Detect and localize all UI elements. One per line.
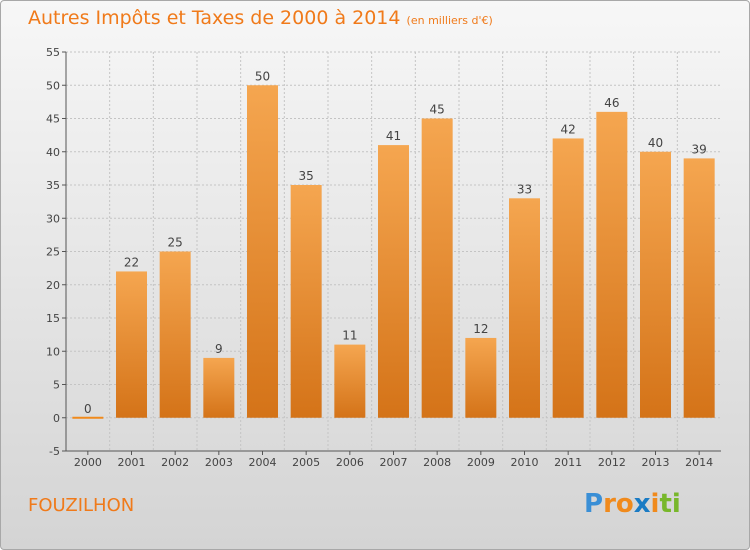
logo-letter: x	[633, 489, 651, 519]
data-labels: 0 22 25 9 50 35 11 41 45 12 33 42 46 40 39	[84, 69, 707, 416]
x-tick-label: 2001	[118, 456, 146, 469]
y-tick-label: 35	[46, 179, 60, 192]
logo-letter: o	[615, 489, 634, 519]
data-label: 45	[430, 103, 445, 117]
logo-letter: i	[671, 489, 681, 519]
bar	[159, 251, 191, 418]
x-tick-label: 2006	[336, 456, 364, 469]
chart-title-text: Autres Impôts et Taxes de 2000 à 2014	[28, 7, 401, 29]
data-label: 22	[124, 255, 139, 269]
logo-letter: r	[603, 489, 616, 519]
chart-subtitle: (en milliers d'€)	[406, 14, 493, 27]
proxiti-logo[interactable]: Proxiti	[584, 489, 681, 519]
y-tick-label: -5	[49, 445, 60, 458]
data-label: 25	[168, 236, 183, 250]
x-tick-label: 2003	[205, 456, 233, 469]
y-tick-label: 20	[46, 279, 60, 292]
y-tick-label: 30	[46, 212, 60, 225]
logo-letter: P	[584, 489, 604, 519]
x-tick-label: 2002	[161, 456, 189, 469]
data-label: 35	[299, 169, 314, 183]
chart-title: Autres Impôts et Taxes de 2000 à 2014 (e…	[28, 7, 493, 29]
y-tick-label: 50	[46, 79, 60, 92]
data-label: 9	[215, 342, 223, 356]
bars	[72, 85, 715, 419]
x-tick-label: 2012	[598, 456, 626, 469]
x-tick-label: 2014	[685, 456, 713, 469]
data-label: 39	[692, 142, 707, 156]
bar	[378, 145, 409, 418]
bar	[334, 344, 366, 418]
data-label: 12	[473, 322, 488, 336]
bar	[552, 138, 584, 418]
bar	[640, 151, 671, 418]
x-tick-label: 2000	[74, 456, 102, 469]
bar	[683, 158, 715, 418]
logo-letter: i	[650, 489, 660, 519]
x-tick-label: 2011	[554, 456, 582, 469]
x-tick-label: 2007	[380, 456, 408, 469]
x-tick-label: 2009	[467, 456, 495, 469]
y-tick-label: 45	[46, 113, 60, 126]
bar	[509, 198, 540, 418]
data-label: 0	[84, 402, 92, 416]
bar	[465, 337, 497, 418]
x-tick-label: 2008	[423, 456, 451, 469]
bar	[116, 271, 147, 418]
bar	[72, 416, 104, 419]
x-tick-label: 2010	[511, 456, 539, 469]
axes: -5 0 5 10 15 20 25 30 35 40 45 50 55 2000 2001 2002 2003…	[46, 46, 721, 469]
data-label: 40	[648, 136, 663, 150]
bar	[290, 185, 322, 418]
commune-name: FOUZILHON	[28, 495, 135, 516]
bar	[421, 118, 453, 418]
data-label: 41	[386, 129, 401, 143]
logo-letter: t	[659, 489, 672, 519]
x-tick-label: 2004	[249, 456, 277, 469]
x-tick-label: 2013	[642, 456, 670, 469]
y-tick-label: 55	[46, 46, 60, 59]
data-label: 50	[255, 69, 270, 83]
bar	[596, 111, 628, 418]
data-label: 33	[517, 182, 532, 196]
data-label: 46	[604, 96, 619, 110]
y-tick-label: 0	[53, 412, 60, 425]
y-tick-label: 5	[53, 379, 60, 392]
y-tick-label: 15	[46, 312, 60, 325]
x-tick-label: 2005	[292, 456, 320, 469]
y-tick-label: 10	[46, 345, 60, 358]
bar	[203, 357, 235, 418]
bar	[247, 85, 278, 418]
data-label: 42	[561, 122, 576, 136]
y-tick-label: 25	[46, 246, 60, 259]
data-label: 11	[342, 329, 357, 343]
y-tick-label: 40	[46, 146, 60, 159]
